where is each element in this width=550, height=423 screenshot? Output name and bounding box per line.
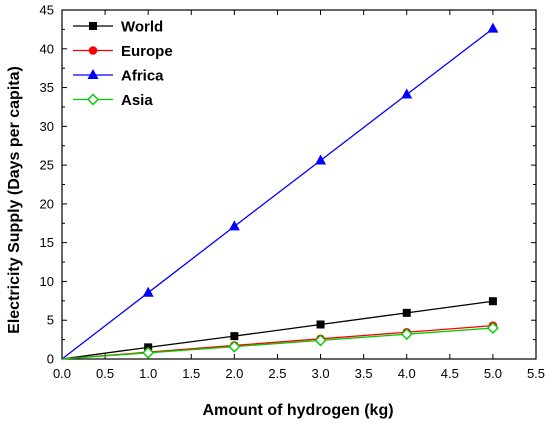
axes [61, 9, 537, 360]
y-axis-title: Electricity Supply (Days per capita) [6, 66, 23, 334]
legend-item-europe: Europe [73, 43, 173, 60]
x-tick-label: 4.5 [441, 366, 459, 381]
legend-item-world: World [73, 19, 163, 36]
data-point-world [316, 320, 325, 329]
x-tick-label: 3.0 [312, 366, 330, 381]
plot-frame [61, 9, 537, 360]
legend-label-asia: Asia [121, 92, 153, 109]
x-tick-label: 0.0 [53, 366, 71, 381]
y-tick-label: 15 [40, 235, 54, 250]
y-tick-label: 25 [40, 158, 54, 173]
x-tick-label: 5.0 [484, 366, 502, 381]
x-tick-label: 5.5 [527, 366, 545, 381]
data-point-world [230, 332, 239, 341]
legend-marker-asia [87, 93, 99, 106]
x-axis-title: Amount of hydrogen (kg) [202, 402, 393, 419]
y-tick-label: 40 [40, 41, 54, 56]
y-tick-label: 30 [40, 119, 54, 134]
legend-marker-africa [87, 69, 99, 79]
x-tick-label: 1.5 [182, 366, 200, 381]
data-point-asia [486, 321, 499, 334]
data-point-asia [228, 340, 241, 353]
series-world [61, 297, 497, 360]
y-tick-label: 10 [40, 274, 54, 289]
y-axis-ticks: 0 5 10 15 20 25 30 35 40 45 [40, 3, 536, 367]
legend-item-africa: Africa [73, 68, 164, 85]
legend-label-europe: Europe [121, 43, 173, 60]
x-tick-label: 2.5 [268, 366, 286, 381]
legend: World Europe Africa Asia [73, 19, 173, 109]
y-tick-label: 20 [40, 196, 54, 211]
legend-item-asia: Asia [73, 92, 153, 109]
series-europe [61, 321, 498, 360]
legend-marker-world [89, 22, 97, 30]
series-africa [61, 22, 499, 360]
data-point-africa [142, 286, 154, 297]
y-tick-label: 0 [47, 352, 54, 367]
x-axis-ticks: 0.0 0.5 1.0 1.5 2.0 2.5 3.0 3.5 4.0 4.5 5.0 5.5 [53, 10, 545, 381]
data-point-africa [228, 220, 240, 231]
y-tick-label: 35 [40, 80, 54, 95]
data-point-africa [315, 154, 327, 165]
data-point-asia [142, 346, 155, 359]
x-tick-label: 0.5 [96, 366, 114, 381]
x-tick-label: 4.0 [398, 366, 416, 381]
data-point-world [488, 297, 497, 306]
series-line-asia [61, 327, 493, 360]
series-line-world [61, 300, 493, 360]
data-point-africa [401, 88, 413, 99]
series-asia [61, 321, 499, 360]
series-line-africa [61, 28, 494, 360]
data-point-asia [314, 334, 327, 347]
x-tick-label: 1.0 [139, 366, 157, 381]
x-tick-label: 2.0 [225, 366, 243, 381]
data-point-world [402, 308, 411, 317]
x-tick-label: 3.5 [355, 366, 373, 381]
data-point-africa [487, 22, 499, 33]
y-tick-label: 5 [47, 313, 54, 328]
legend-marker-europe [88, 46, 98, 55]
series-layer [61, 22, 499, 360]
legend-label-world: World [121, 19, 163, 36]
data-point-asia [400, 328, 413, 341]
y-tick-label: 45 [40, 3, 54, 18]
legend-label-africa: Africa [121, 68, 164, 85]
